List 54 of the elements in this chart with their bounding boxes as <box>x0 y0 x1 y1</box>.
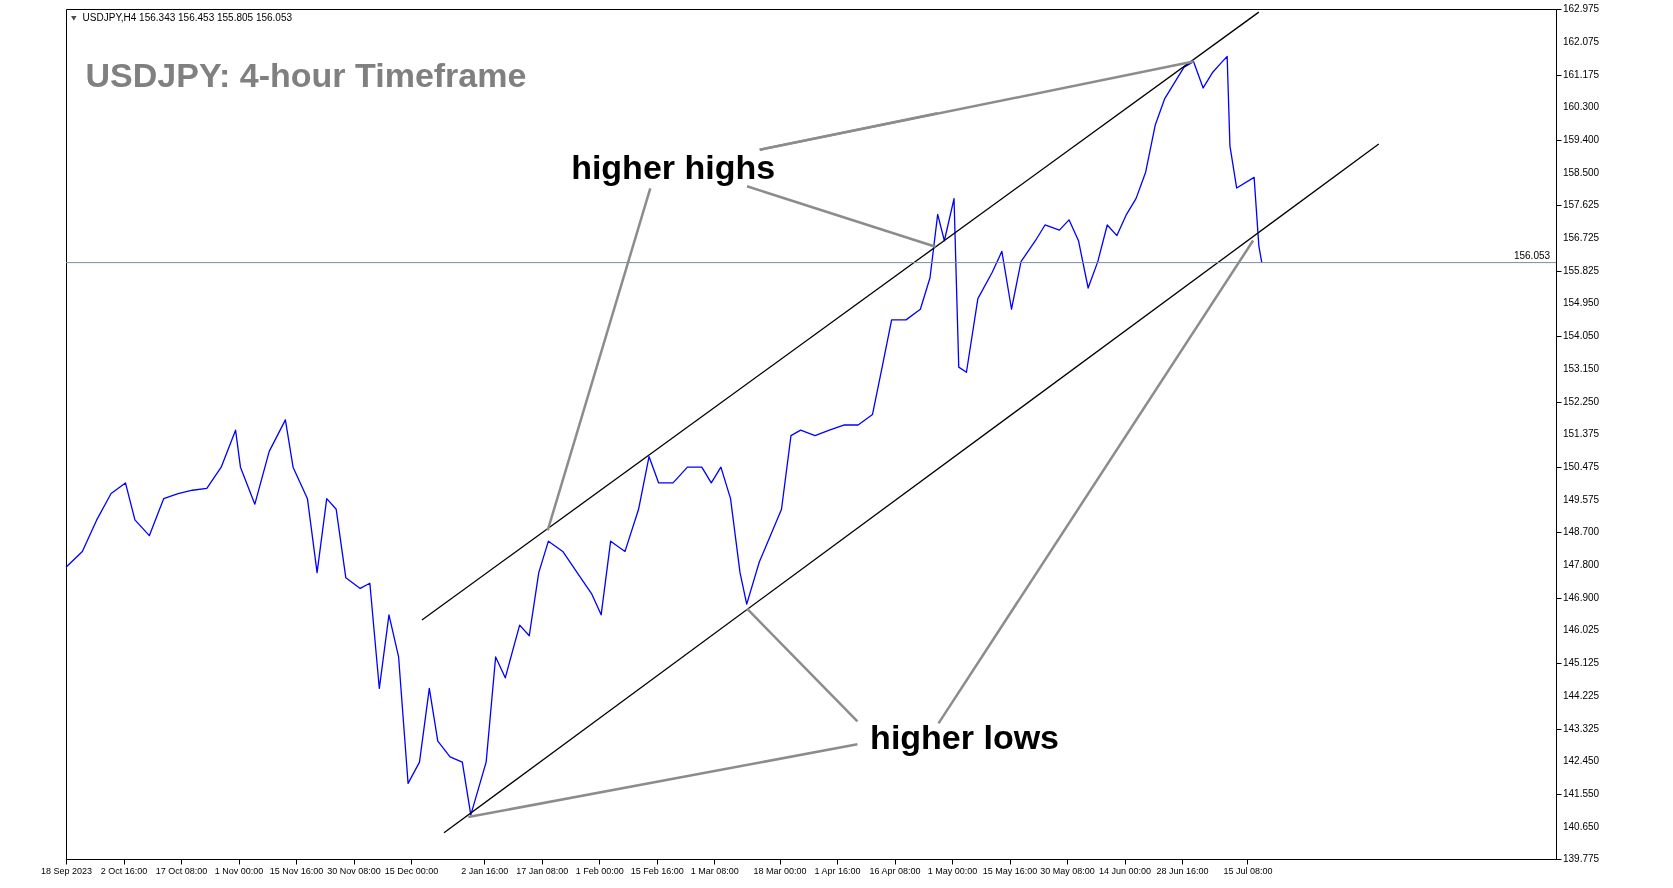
x-tick-label: 1 Feb 00:00 <box>575 865 624 876</box>
y-tick-label: 156.725 <box>1563 231 1600 243</box>
y-tick-label: 152.250 <box>1563 395 1600 407</box>
y-tick-label: 162.075 <box>1563 35 1600 47</box>
y-tick-label: 160.300 <box>1563 101 1600 113</box>
x-tick-label: 17 Jan 08:00 <box>516 865 569 876</box>
y-tick-label: 148.700 <box>1563 526 1600 538</box>
y-tick-label: 146.025 <box>1563 624 1600 636</box>
y-tick-label: 146.900 <box>1563 591 1600 603</box>
y-tick-label: 139.775 <box>1563 853 1600 864</box>
y-tick-label: 155.825 <box>1563 264 1600 276</box>
x-tick-label: 30 Nov 08:00 <box>327 865 381 876</box>
y-tick-label: 144.225 <box>1563 689 1600 701</box>
y-tick-label: 153.150 <box>1563 362 1600 374</box>
y-tick-label: 145.125 <box>1563 656 1600 668</box>
text: USDJPY: 4-hour Timeframe <box>85 55 527 94</box>
x-tick-label: 1 Mar 08:00 <box>690 865 739 876</box>
y-tick-label: 159.400 <box>1563 133 1600 145</box>
annotation: higher lows <box>870 718 1060 757</box>
y-tick-label: 151.375 <box>1563 428 1600 439</box>
x-tick-label: 30 May 08:00 <box>1040 865 1095 876</box>
y-tick-label: 149.575 <box>1563 493 1600 505</box>
y-tick-label: 143.325 <box>1563 722 1600 734</box>
y-tick-label: 157.625 <box>1563 199 1600 211</box>
y-tick-label: 162.975 <box>1563 3 1600 14</box>
y-tick-label: 150.475 <box>1563 460 1600 472</box>
y-tick-label: 154.950 <box>1563 297 1600 309</box>
ref-line-label: 156.053 <box>1513 249 1551 261</box>
x-tick-label: 17 Oct 08:00 <box>155 865 208 876</box>
y-tick-label: 154.050 <box>1563 329 1600 341</box>
x-tick-label: 18 Sep 2023 <box>40 865 93 876</box>
y-tick-label: 161.175 <box>1563 68 1600 80</box>
x-tick-label: 15 Nov 16:00 <box>269 865 324 876</box>
x-tick-label: 1 May 00:00 <box>927 865 978 876</box>
y-tick-label: 142.450 <box>1563 754 1600 766</box>
x-tick-label: 15 Dec 00:00 <box>384 865 439 876</box>
x-tick-label: 15 Jul 08:00 <box>1223 865 1273 876</box>
x-tick-label: 2 Oct 16:00 <box>100 865 148 876</box>
x-tick-label: 28 Jun 16:00 <box>1156 865 1209 876</box>
y-tick-label: 140.650 <box>1563 820 1600 832</box>
x-tick-label: 15 May 16:00 <box>982 865 1038 876</box>
x-tick-label: 1 Nov 00:00 <box>214 865 264 876</box>
annotation: USDJPY,H4 156.343 156.453 155.805 156.053 <box>82 12 293 24</box>
y-tick-label: 141.550 <box>1563 787 1600 799</box>
x-tick-label: 16 Apr 08:00 <box>869 865 921 876</box>
x-tick-label: 2 Jan 16:00 <box>461 865 509 876</box>
x-tick-label: 18 Mar 00:00 <box>753 865 807 876</box>
y-tick-label: 158.500 <box>1563 166 1600 178</box>
x-tick-label: 15 Feb 16:00 <box>630 865 684 876</box>
line-series <box>65 55 1263 816</box>
annotation: higher highs <box>571 147 776 186</box>
x-tick-label: 1 Apr 16:00 <box>814 865 861 876</box>
y-tick-label: 147.800 <box>1563 558 1600 570</box>
x-tick-label: 14 Jun 00:00 <box>1099 865 1152 876</box>
